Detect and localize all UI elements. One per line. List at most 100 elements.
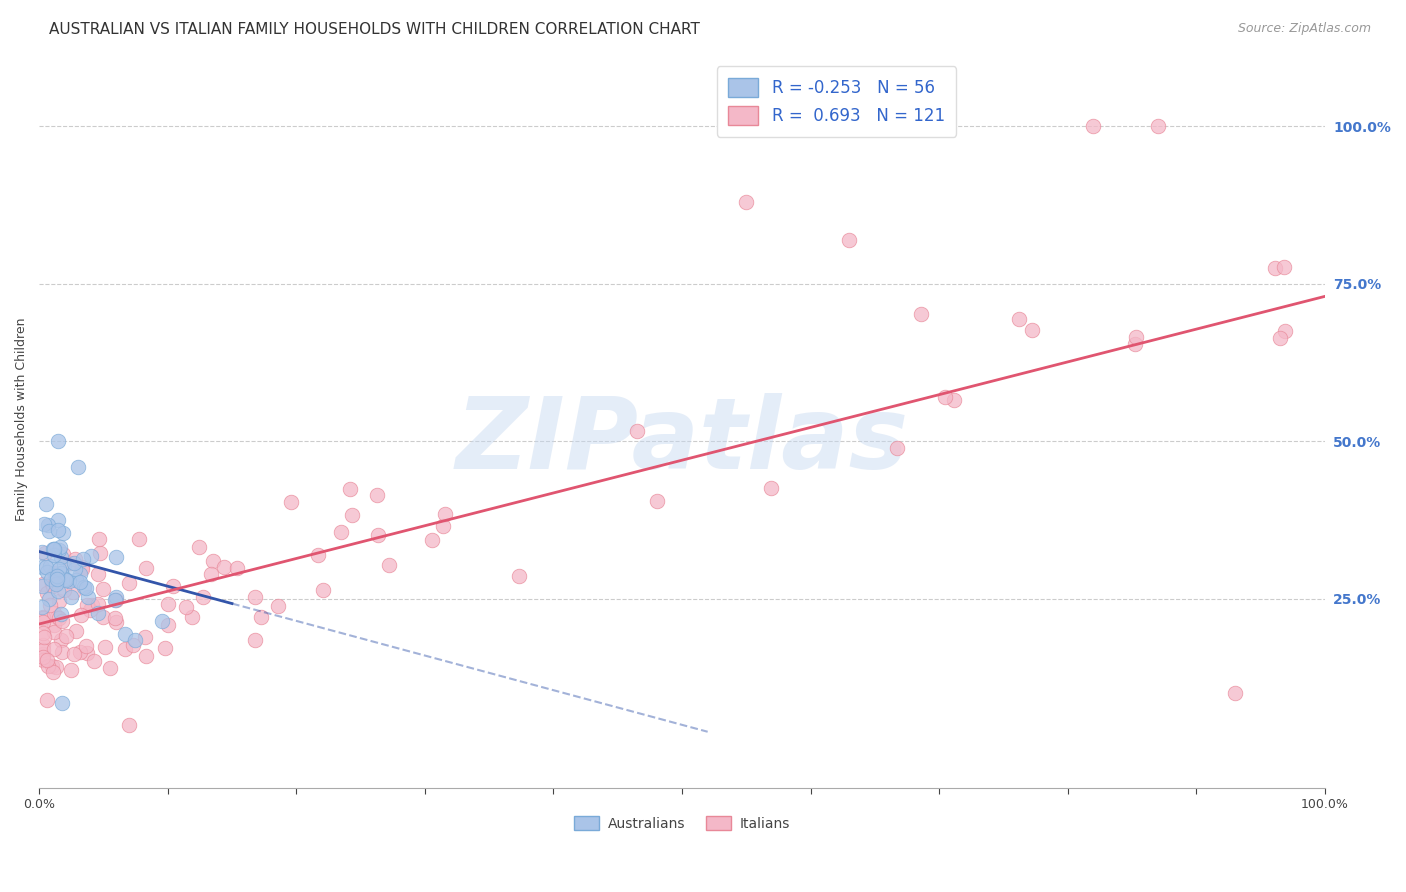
Point xyxy=(41,576,63,591)
Point xyxy=(38,524,60,538)
Point xyxy=(55,573,77,587)
Point xyxy=(53,572,76,586)
Point xyxy=(69,574,91,589)
Point xyxy=(32,647,55,661)
Point xyxy=(89,546,111,560)
Point xyxy=(1268,331,1291,345)
Point xyxy=(52,558,75,572)
Point xyxy=(153,640,176,655)
Point xyxy=(87,533,110,547)
Point xyxy=(124,632,146,647)
Point xyxy=(35,559,58,574)
Point xyxy=(52,583,75,598)
Point xyxy=(31,579,53,593)
Point xyxy=(48,543,70,558)
Point xyxy=(55,629,77,643)
Point xyxy=(42,606,65,620)
Point xyxy=(48,583,70,598)
Point xyxy=(51,566,73,581)
Point xyxy=(94,640,117,654)
Point xyxy=(86,606,108,620)
Point xyxy=(122,638,145,652)
Point xyxy=(42,575,65,590)
Point xyxy=(46,513,69,527)
Point xyxy=(1021,323,1043,337)
Point xyxy=(42,665,65,679)
Point xyxy=(42,624,65,639)
Point xyxy=(51,645,73,659)
Point xyxy=(200,566,222,581)
Point xyxy=(174,600,197,615)
Point xyxy=(48,610,70,624)
Point xyxy=(934,390,956,404)
Point xyxy=(34,497,56,511)
Point xyxy=(75,581,97,595)
Point xyxy=(79,603,101,617)
Point xyxy=(1223,686,1246,700)
Point xyxy=(838,233,860,247)
Point xyxy=(432,519,454,533)
Point xyxy=(181,610,204,624)
Point xyxy=(51,550,73,565)
Point xyxy=(645,493,668,508)
Point xyxy=(105,549,128,564)
Point xyxy=(46,573,69,587)
Point xyxy=(48,523,70,537)
Point xyxy=(42,566,65,581)
Point xyxy=(735,194,758,209)
Point xyxy=(31,560,53,574)
Point xyxy=(91,610,114,624)
Point xyxy=(76,646,98,660)
Point xyxy=(32,643,55,657)
Point xyxy=(1264,260,1286,275)
Point xyxy=(104,610,127,624)
Point xyxy=(42,542,65,557)
Point xyxy=(44,618,66,632)
Point xyxy=(39,559,62,574)
Point xyxy=(59,663,82,677)
Point xyxy=(63,562,86,576)
Point xyxy=(70,561,93,575)
Point xyxy=(307,548,329,562)
Point xyxy=(73,580,96,594)
Point xyxy=(42,541,65,556)
Text: Source: ZipAtlas.com: Source: ZipAtlas.com xyxy=(1237,22,1371,36)
Point xyxy=(62,585,84,599)
Point xyxy=(69,567,91,582)
Point xyxy=(98,661,121,675)
Point xyxy=(35,692,58,706)
Point xyxy=(31,545,53,559)
Point xyxy=(32,638,55,652)
Point xyxy=(86,566,108,581)
Point xyxy=(135,648,157,663)
Point xyxy=(32,653,55,667)
Point xyxy=(42,541,65,556)
Point xyxy=(52,525,75,540)
Point xyxy=(943,393,966,408)
Point xyxy=(433,507,456,521)
Point xyxy=(59,556,82,570)
Point xyxy=(104,593,127,607)
Text: ZIPatlas: ZIPatlas xyxy=(456,392,908,490)
Point xyxy=(45,577,67,591)
Point xyxy=(280,494,302,508)
Point xyxy=(1083,120,1105,134)
Point xyxy=(37,658,59,673)
Point xyxy=(91,582,114,597)
Point xyxy=(60,590,83,604)
Point xyxy=(42,549,65,563)
Point xyxy=(105,590,128,604)
Point xyxy=(72,560,94,574)
Point xyxy=(267,599,290,614)
Point xyxy=(135,561,157,575)
Point xyxy=(37,517,59,532)
Point xyxy=(75,640,97,654)
Point xyxy=(46,609,69,624)
Point xyxy=(1274,324,1296,338)
Point xyxy=(626,425,648,439)
Point xyxy=(1272,260,1295,274)
Point xyxy=(34,546,56,560)
Point xyxy=(105,593,128,607)
Point xyxy=(156,618,179,632)
Point xyxy=(162,579,184,593)
